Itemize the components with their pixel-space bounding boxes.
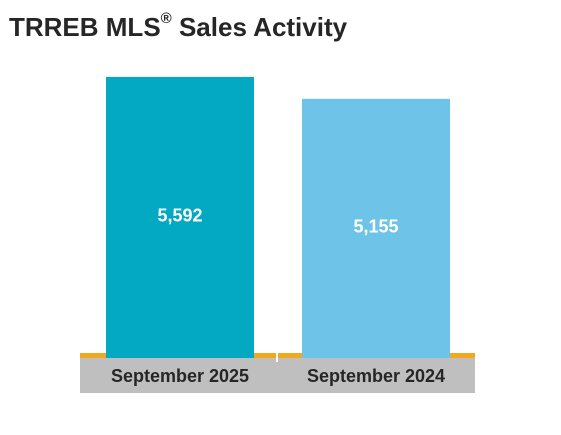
chart-title-rest: Sales Activity bbox=[171, 12, 348, 42]
category-axis-band bbox=[80, 357, 475, 393]
registered-mark: ® bbox=[160, 10, 172, 28]
bar-september-2025 bbox=[106, 76, 254, 358]
chart-title: TRREB MLS® Sales Activity bbox=[9, 10, 348, 43]
bar-value-label: 5,155 bbox=[353, 217, 398, 237]
bar-september-2024 bbox=[302, 98, 450, 359]
category-label: September 2024 bbox=[307, 366, 445, 386]
category-divider bbox=[276, 353, 278, 362]
chart-title-main: TRREB MLS bbox=[9, 12, 161, 42]
category-label: September 2025 bbox=[111, 366, 249, 386]
bar-value-label: 5,592 bbox=[157, 206, 202, 226]
